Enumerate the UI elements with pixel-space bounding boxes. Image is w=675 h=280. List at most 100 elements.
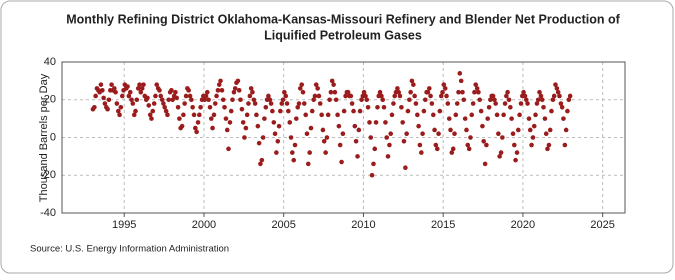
point: [545, 146, 550, 152]
point: [368, 135, 374, 140]
point: [119, 93, 125, 99]
point: [437, 108, 443, 114]
point: [247, 93, 253, 99]
point: [364, 97, 370, 103]
point: [404, 131, 409, 137]
point: [555, 89, 561, 95]
point: [484, 142, 489, 148]
point: [400, 120, 405, 125]
point: [131, 112, 137, 118]
point: [133, 108, 138, 114]
point: [161, 101, 166, 106]
point: [193, 125, 198, 131]
point: [465, 142, 471, 148]
point: [449, 150, 455, 155]
point: [274, 150, 279, 155]
point: [372, 146, 378, 152]
x-tick-label: 2020: [511, 219, 535, 231]
point: [210, 125, 215, 131]
point: [282, 89, 287, 95]
point: [562, 142, 568, 148]
chart-title: Liquified Petroleum Gases: [264, 28, 422, 42]
point: [224, 127, 230, 133]
point: [557, 93, 562, 99]
point: [328, 89, 334, 95]
point: [397, 93, 403, 99]
point: [549, 108, 554, 114]
point: [509, 116, 514, 121]
point: [191, 112, 197, 118]
point: [430, 112, 436, 118]
point: [260, 135, 266, 140]
point: [307, 150, 312, 155]
point: [303, 112, 309, 118]
point: [434, 146, 440, 152]
point: [266, 93, 271, 99]
point: [198, 105, 203, 110]
point: [523, 97, 529, 103]
x-tick-label: 1995: [112, 219, 136, 231]
chart-title: Monthly Refining District Oklahoma-Kansa…: [66, 12, 620, 26]
point: [353, 138, 359, 144]
point: [223, 116, 229, 121]
point: [477, 97, 483, 103]
point: [461, 97, 467, 103]
point: [420, 131, 425, 137]
point: [413, 101, 419, 106]
point: [401, 138, 407, 144]
point: [408, 89, 413, 95]
point: [423, 97, 428, 103]
point: [567, 93, 573, 99]
point: [530, 135, 536, 140]
point: [444, 93, 449, 99]
point: [240, 120, 246, 125]
point: [510, 131, 516, 137]
point: [258, 161, 263, 167]
point: [135, 86, 141, 91]
point: [189, 97, 194, 103]
point: [452, 131, 457, 137]
point: [392, 93, 397, 99]
point: [454, 101, 460, 106]
point: [316, 93, 322, 99]
point: [395, 86, 400, 91]
point: [197, 112, 202, 118]
point: [526, 116, 532, 121]
point: [106, 97, 112, 103]
point: [299, 82, 305, 87]
point: [254, 112, 259, 118]
point: [547, 127, 553, 133]
point: [508, 105, 513, 110]
point: [159, 97, 165, 103]
point: [391, 101, 396, 106]
point: [308, 125, 314, 131]
point: [290, 150, 295, 155]
point: [448, 127, 453, 133]
point: [529, 142, 534, 148]
point: [527, 127, 533, 133]
point: [206, 97, 211, 103]
point: [93, 93, 98, 99]
y-tick-label: 0: [50, 131, 56, 143]
point: [375, 105, 380, 110]
point: [117, 112, 122, 118]
point: [220, 97, 226, 103]
point: [516, 127, 521, 133]
point: [340, 131, 346, 137]
point: [255, 123, 261, 129]
point: [312, 93, 318, 99]
point: [170, 97, 175, 103]
point: [228, 108, 234, 114]
point: [348, 93, 354, 99]
point: [351, 108, 356, 114]
point: [272, 131, 278, 137]
point: [242, 135, 247, 140]
point: [150, 108, 156, 114]
point: [259, 157, 265, 163]
point: [163, 108, 169, 114]
point: [207, 105, 213, 110]
point: [126, 93, 132, 99]
point: [158, 93, 164, 99]
point: [324, 135, 330, 140]
point: [476, 89, 481, 95]
